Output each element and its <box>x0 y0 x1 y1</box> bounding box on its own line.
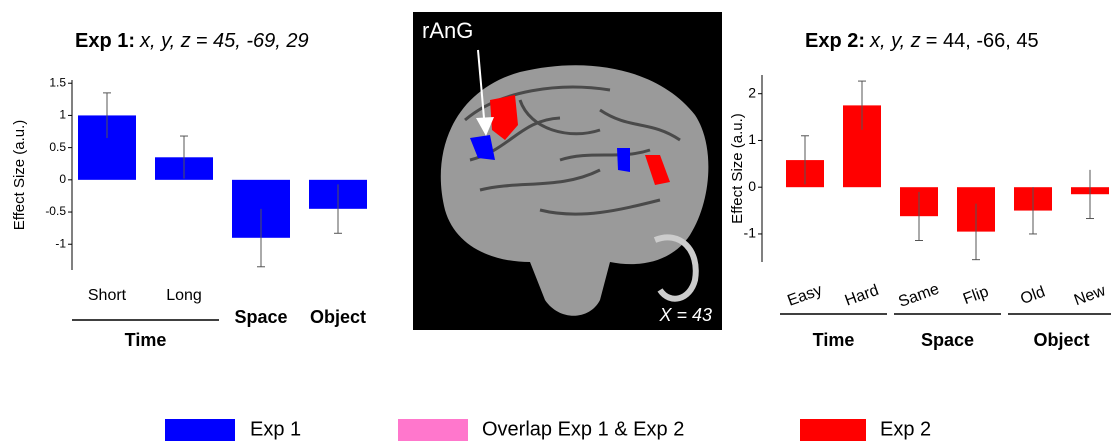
x-tick-label: Hard <box>843 282 881 310</box>
activation-exp2 <box>490 95 518 140</box>
coords: = 45, -69, 29 <box>196 30 309 52</box>
group-label: Space <box>921 330 974 350</box>
x-tick-label: Long <box>166 287 202 304</box>
group-label: Object <box>310 307 366 327</box>
group-label: Object <box>1033 330 1089 350</box>
region-label: rAnG <box>422 18 473 43</box>
y-axis-label: Effect Size (a.u.) <box>11 120 28 231</box>
arrow-head <box>476 117 494 136</box>
title: Exp 2: <box>805 30 865 52</box>
coords-label: x, y, z <box>869 30 921 52</box>
legend: Exp 1 Overlap Exp 1 & Exp 2 Exp 2 <box>165 418 931 441</box>
y-tick-label: 1 <box>59 108 66 122</box>
x-tick-label: Flip <box>961 283 991 308</box>
title: Exp 1: <box>75 30 135 52</box>
legend-label: Overlap Exp 1 & Exp 2 <box>482 418 684 440</box>
legend-swatch <box>800 419 866 441</box>
y-tick-label: 0 <box>748 178 756 194</box>
arrow <box>477 49 485 119</box>
y-tick-label: -1 <box>55 236 66 250</box>
brain-panel: rAnG X = 43 <box>413 12 722 330</box>
y-axis-label: Effect Size (a.u.) <box>729 113 746 224</box>
group-label: Time <box>813 330 855 350</box>
sulci <box>464 85 681 216</box>
legend-swatch <box>398 419 468 441</box>
group-label: Time <box>125 330 167 350</box>
group-label: Space <box>234 307 287 327</box>
y-tick-label: 1 <box>748 131 756 147</box>
chart-title: Exp 1: x, y, z = 45, -69, 29 <box>75 30 309 52</box>
coords: = 44, -66, 45 <box>926 30 1039 52</box>
activation-exp1 <box>617 148 630 172</box>
coords-label: x, y, z <box>139 30 191 52</box>
activation-exp1 <box>470 135 495 160</box>
x-tick-label: Short <box>88 287 127 304</box>
slice-label: X = 43 <box>658 305 712 325</box>
activation-exp2 <box>645 155 670 185</box>
legend-label: Exp 1 <box>250 418 301 440</box>
x-tick-label: Easy <box>785 282 824 310</box>
y-tick-label: -0.5 <box>45 204 66 218</box>
x-tick-label: Old <box>1018 283 1047 308</box>
y-tick-label: 0.5 <box>49 140 66 154</box>
legend-label: Exp 2 <box>880 418 931 440</box>
x-tick-label: Same <box>896 281 941 311</box>
y-tick-label: 1.5 <box>49 75 66 89</box>
y-tick-label: 0 <box>59 172 66 186</box>
chart-title: Exp 2: x, y, z = 44, -66, 45 <box>805 30 1039 52</box>
y-tick-label: 2 <box>748 84 756 100</box>
legend-swatch <box>165 419 235 441</box>
cerebellum-edge <box>653 234 699 302</box>
y-tick-label: -1 <box>744 225 757 241</box>
x-tick-label: New <box>1072 282 1108 309</box>
